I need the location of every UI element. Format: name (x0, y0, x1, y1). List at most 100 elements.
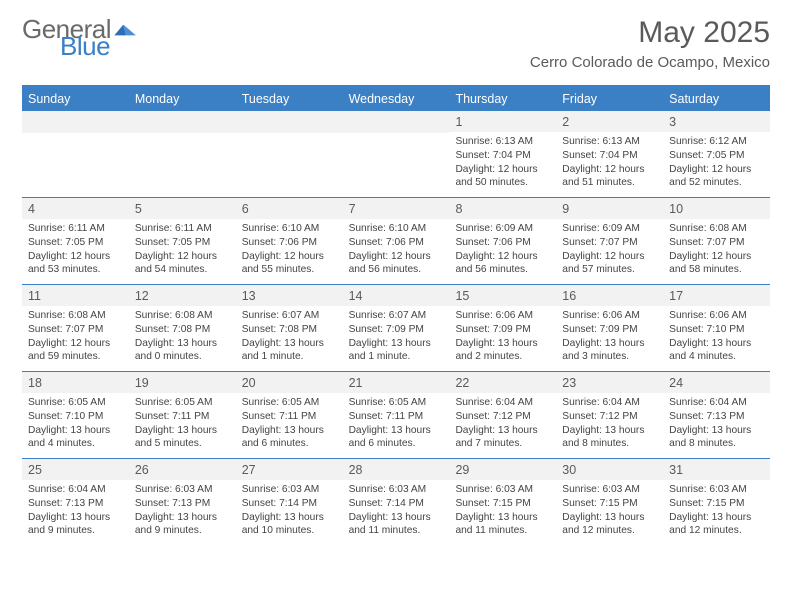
calendar-week: 25 Sunrise: 6:04 AMSunset: 7:13 PM Dayligh… (22, 458, 770, 545)
day-number: 26 (129, 459, 236, 480)
day-number: 2 (556, 111, 663, 132)
daylight-line: Daylight: 13 hours and 3 minutes. (562, 337, 657, 365)
calendar-day: 3 Sunrise: 6:12 AMSunset: 7:05 PMDaylight… (663, 111, 770, 197)
sunrise-line: Sunrise: 6:03 AM (242, 483, 337, 497)
daylight-line: Daylight: 13 hours and 2 minutes. (455, 337, 550, 365)
calendar-week: 18 Sunrise: 6:05 AM Sunset: 7:10 PM Dayligh… (22, 371, 770, 458)
day-content: Sunrise: 6:08 AMSunset: 7:08 PMDaylight:… (129, 306, 236, 370)
day-number: 5 (129, 198, 236, 219)
daylight-line: Daylight: 12 hours and 57 minutes. (562, 250, 657, 278)
calendar-day: 30Sunrise: 6:03 AMSunset: 7:15 PMDayligh… (556, 459, 663, 545)
calendar-day: 9Sunrise: 6:09 AMSunset: 7:07 PMDaylight… (556, 198, 663, 284)
day-content: Sunrise: 6:06 AMSunset: 7:09 PMDaylight:… (556, 306, 663, 370)
daylight-line: Daylight: 12 hours and 56 minutes. (349, 250, 444, 278)
sunrise-line: Sunrise: 6:04 AM (455, 396, 550, 410)
sunset-line: Sunset: 7:11 PM (242, 410, 337, 424)
sunrise-line: Sunrise: 6:11 AM (28, 222, 123, 236)
day-number: 25 (22, 459, 129, 480)
daylight-line: Daylight: 13 hours and 5 minutes. (135, 424, 230, 452)
sunset-line: Sunset: 7:09 PM (455, 323, 550, 337)
day-content: Sunrise: 6:10 AMSunset: 7:06 PMDaylight:… (236, 219, 343, 283)
sunset-line: Sunset: 7:12 PM (455, 410, 550, 424)
weekday-header-row: Sunday Monday Tuesday Wednesday Thursday… (22, 87, 770, 111)
daylight-line: Daylight: 12 hours and 52 minutes. (669, 163, 764, 191)
sunset-line: Sunset: 7:10 PM (28, 410, 123, 424)
sunrise-line: Sunrise: 6:04 AM (28, 483, 123, 497)
sunset-line: Sunset: 7:15 PM (562, 497, 657, 511)
day-number: 31 (663, 459, 770, 480)
calendar-day: 21Sunrise: 6:05 AMSunset: 7:11 PMDayligh… (343, 372, 450, 458)
daylight-line: Daylight: 13 hours and 8 minutes. (562, 424, 657, 452)
day-content: Sunrise: 6:11 AMSunset: 7:05 PMDaylight:… (22, 219, 129, 283)
weekday-header: Monday (129, 87, 236, 111)
sunset-line: Sunset: 7:10 PM (669, 323, 764, 337)
calendar-day (343, 111, 450, 197)
header: GeneralBlue May 2025 Cerro Colorado de O… (22, 18, 770, 71)
day-number: 15 (449, 285, 556, 306)
daylight-line: Daylight: 13 hours and 8 minutes. (669, 424, 764, 452)
day-number: 20 (236, 372, 343, 393)
sunset-line: Sunset: 7:11 PM (349, 410, 444, 424)
day-content: Sunrise: 6:09 AMSunset: 7:06 PMDaylight:… (449, 219, 556, 283)
calendar-day: 6Sunrise: 6:10 AMSunset: 7:06 PMDaylight… (236, 198, 343, 284)
sunset-line: Sunset: 7:13 PM (28, 497, 123, 511)
daylight-line: Daylight: 13 hours and 4 minutes. (669, 337, 764, 365)
day-number (236, 111, 343, 133)
daylight-line: Daylight: 13 hours and 0 minutes. (135, 337, 230, 365)
day-number: 18 (22, 372, 129, 393)
daylight-line: Daylight: 13 hours and 7 minutes. (455, 424, 550, 452)
calendar-day: 5Sunrise: 6:11 AMSunset: 7:05 PMDaylight… (129, 198, 236, 284)
daylight-line: Daylight: 13 hours and 11 minutes. (349, 511, 444, 539)
calendar-day: 8Sunrise: 6:09 AMSunset: 7:06 PMDaylight… (449, 198, 556, 284)
sunrise-line: Sunrise: 6:13 AM (455, 135, 550, 149)
sunrise-line: Sunrise: 6:10 AM (349, 222, 444, 236)
weekday-header: Saturday (663, 87, 770, 111)
daylight-line: Daylight: 12 hours and 54 minutes. (135, 250, 230, 278)
day-number: 22 (449, 372, 556, 393)
daylight-line: Daylight: 13 hours and 12 minutes. (562, 511, 657, 539)
sunset-line: Sunset: 7:07 PM (669, 236, 764, 250)
day-number: 14 (343, 285, 450, 306)
calendar-week: 11Sunrise: 6:08 AMSunset: 7:07 PMDayligh… (22, 284, 770, 371)
day-content: Sunrise: 6:03 AMSunset: 7:13 PMDaylight:… (129, 480, 236, 544)
calendar-day: 17Sunrise: 6:06 AMSunset: 7:10 PMDayligh… (663, 285, 770, 371)
day-content: Sunrise: 6:03 AMSunset: 7:15 PMDaylight:… (449, 480, 556, 544)
location-label: Cerro Colorado de Ocampo, Mexico (530, 54, 770, 71)
sunset-line: Sunset: 7:09 PM (562, 323, 657, 337)
weekday-header: Thursday (449, 87, 556, 111)
page-title: May 2025 (530, 18, 770, 48)
calendar-day: 27Sunrise: 6:03 AMSunset: 7:14 PMDayligh… (236, 459, 343, 545)
sunrise-line: Sunrise: 6:05 AM (242, 396, 337, 410)
weekday-header: Tuesday (236, 87, 343, 111)
sunset-line: Sunset: 7:13 PM (669, 410, 764, 424)
calendar-day: 15Sunrise: 6:06 AMSunset: 7:09 PMDayligh… (449, 285, 556, 371)
day-number: 30 (556, 459, 663, 480)
sunset-line: Sunset: 7:14 PM (349, 497, 444, 511)
day-number: 28 (343, 459, 450, 480)
sunrise-line: Sunrise: 6:12 AM (669, 135, 764, 149)
weekday-header: Sunday (22, 87, 129, 111)
day-number: 23 (556, 372, 663, 393)
logo-word2: Blue (60, 35, 139, 58)
day-content: Sunrise: 6:08 AMSunset: 7:07 PMDaylight:… (22, 306, 129, 370)
sunset-line: Sunset: 7:05 PM (669, 149, 764, 163)
sunset-line: Sunset: 7:08 PM (135, 323, 230, 337)
day-content: Sunrise: 6:07 AMSunset: 7:08 PMDaylight:… (236, 306, 343, 370)
sunset-line: Sunset: 7:15 PM (455, 497, 550, 511)
sunrise-line: Sunrise: 6:07 AM (242, 309, 337, 323)
calendar-day: 31Sunrise: 6:03 AMSunset: 7:15 PMDayligh… (663, 459, 770, 545)
calendar-day: 7Sunrise: 6:10 AMSunset: 7:06 PMDaylight… (343, 198, 450, 284)
day-number (22, 111, 129, 133)
sunrise-line: Sunrise: 6:03 AM (349, 483, 444, 497)
day-number: 3 (663, 111, 770, 132)
daylight-line: Daylight: 12 hours and 51 minutes. (562, 163, 657, 191)
day-number: 1 (449, 111, 556, 132)
sunrise-line: Sunrise: 6:04 AM (669, 396, 764, 410)
day-number: 10 (663, 198, 770, 219)
title-block: May 2025 Cerro Colorado de Ocampo, Mexic… (530, 18, 770, 71)
daylight-line: Daylight: 13 hours and 9 minutes. (135, 511, 230, 539)
calendar-day: 13Sunrise: 6:07 AMSunset: 7:08 PMDayligh… (236, 285, 343, 371)
sunrise-line: Sunrise: 6:09 AM (455, 222, 550, 236)
page: GeneralBlue May 2025 Cerro Colorado de O… (0, 0, 792, 612)
day-number: 11 (22, 285, 129, 306)
